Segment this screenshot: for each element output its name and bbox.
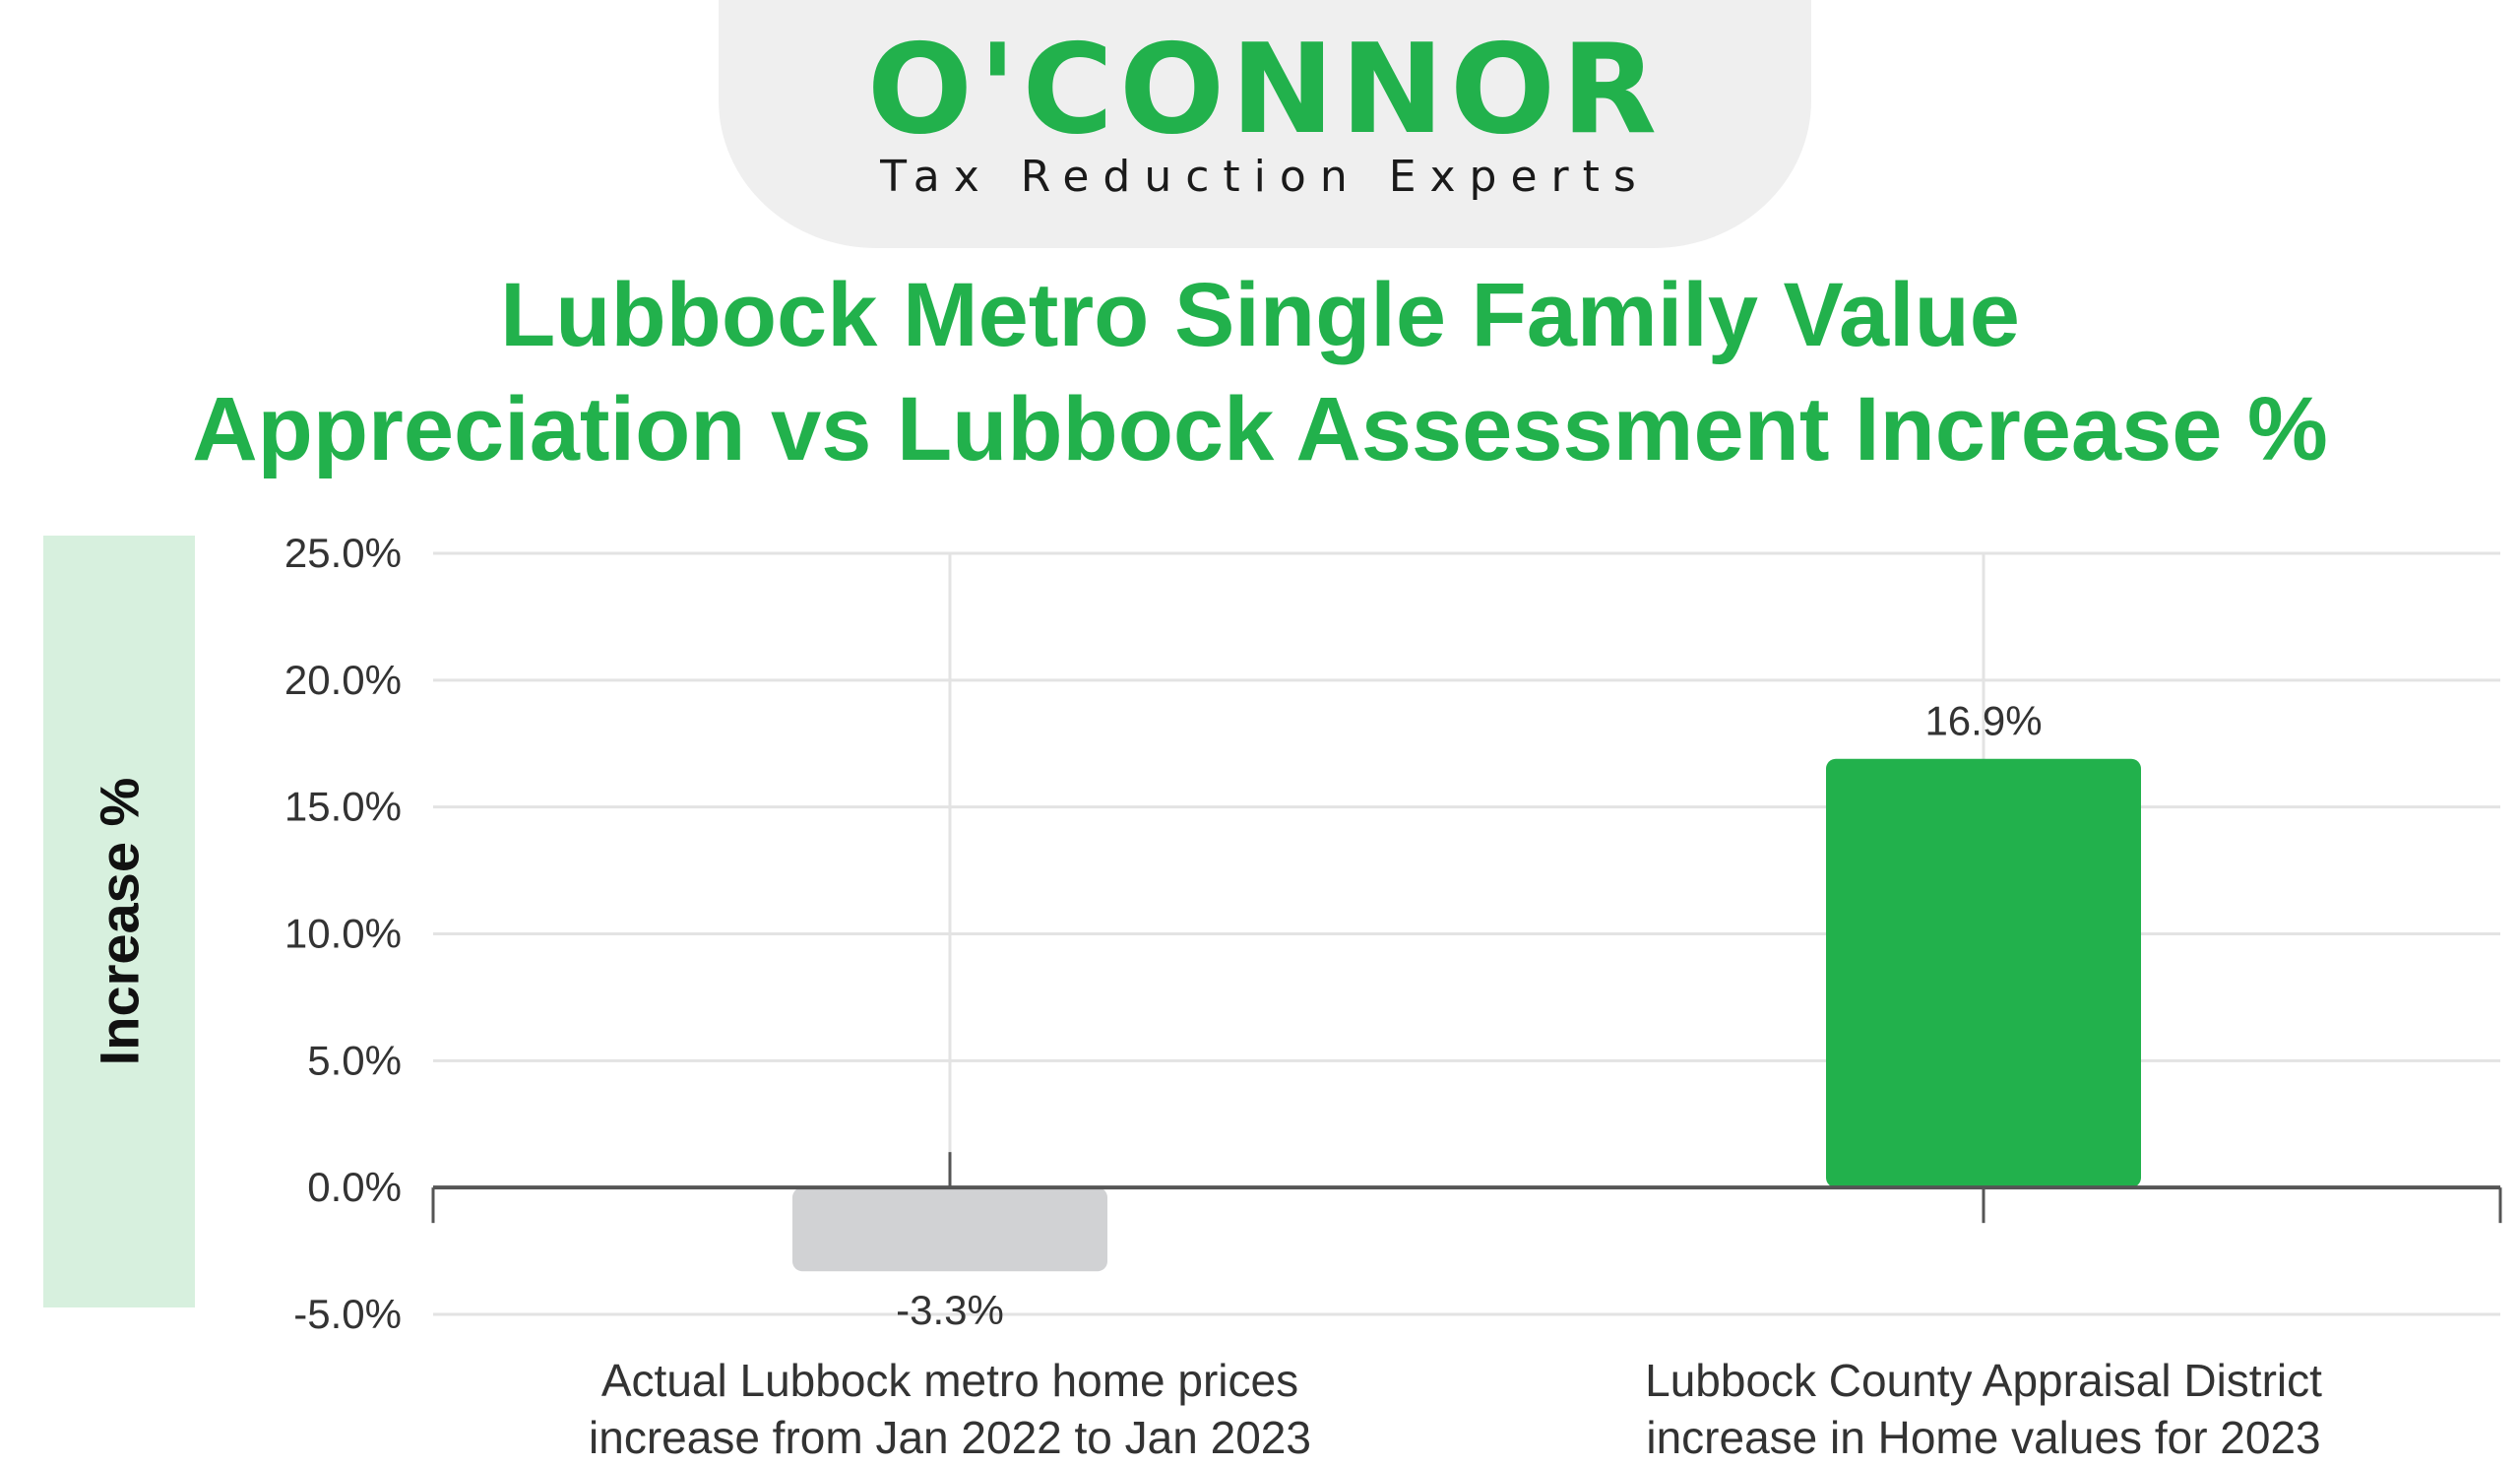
- y-tick-label: 25.0%: [284, 530, 402, 576]
- data-label: -3.3%: [896, 1287, 1004, 1333]
- x-tick-label: Lubbock County Appraisal District: [1645, 1355, 2322, 1406]
- x-tick-label: increase in Home values for 2023: [1646, 1412, 2320, 1463]
- y-tick-label: -5.0%: [293, 1291, 402, 1337]
- y-tick-label: 15.0%: [284, 784, 402, 830]
- bar: [792, 1187, 1107, 1272]
- logo-background: [719, 0, 1811, 248]
- logo-wordmark: O'CONNOR: [866, 17, 1664, 161]
- y-axis-label-panel: [43, 536, 195, 1307]
- y-tick-label: 0.0%: [307, 1164, 402, 1210]
- chart-title-line-2: Appreciation vs Lubbock Assessment Incre…: [192, 379, 2328, 479]
- y-tick-label: 5.0%: [307, 1037, 402, 1083]
- data-label: 16.9%: [1924, 698, 2042, 744]
- logo-tagline: Tax Reduction Experts: [880, 152, 1650, 202]
- chart-title: Lubbock Metro Single Family Value Apprec…: [0, 258, 2520, 486]
- x-tick-label: increase from Jan 2022 to Jan 2023: [589, 1412, 1311, 1463]
- x-tick-label: Actual Lubbock metro home prices: [601, 1355, 1298, 1406]
- chart-title-line-1: Lubbock Metro Single Family Value: [500, 265, 2020, 365]
- bar: [1826, 758, 2141, 1188]
- y-tick-label: 20.0%: [284, 657, 402, 703]
- y-tick-label: 10.0%: [284, 911, 402, 957]
